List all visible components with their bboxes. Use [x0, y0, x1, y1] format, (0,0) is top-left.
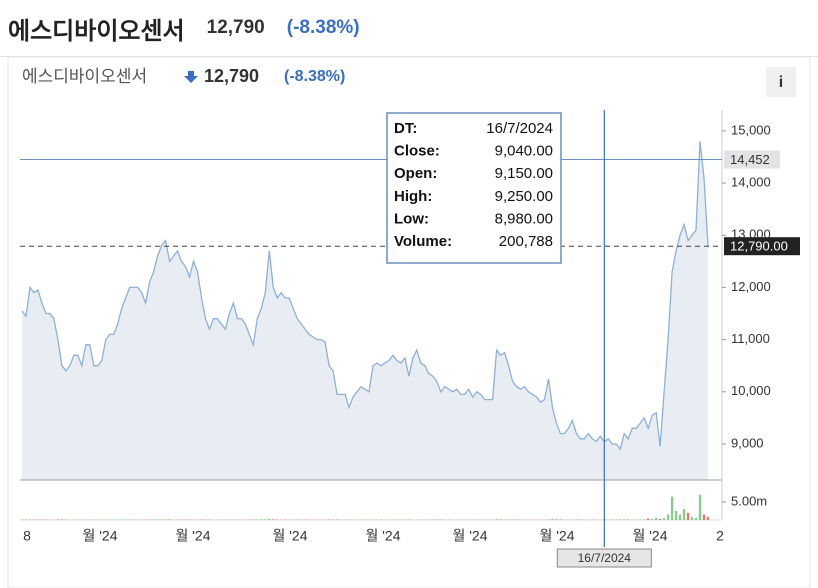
volume-bar — [164, 519, 167, 520]
volume-bar — [60, 519, 64, 520]
volume-bar — [256, 519, 259, 520]
tooltip-value: 8,980.00 — [495, 210, 553, 227]
stock-name: 에스디바이오센서 — [8, 16, 185, 45]
volume-bar — [120, 519, 123, 520]
price-area — [22, 141, 708, 481]
volume-bar — [678, 514, 682, 520]
volume-bar — [268, 518, 271, 520]
volume-bar — [698, 494, 702, 520]
x-tick-label: 8 — [23, 528, 31, 544]
tooltip-label: Volume: — [394, 233, 452, 250]
volume-bar — [702, 514, 706, 520]
chart: 에스디바이오센서 12,790 (-8.38%) i Investing.com… — [7, 57, 811, 588]
volume-bar — [670, 496, 674, 520]
volume-bar — [276, 519, 279, 520]
price: 12,790 — [206, 17, 265, 38]
x-tick-label: 월 '24 — [82, 528, 117, 544]
volume-bar — [662, 518, 666, 520]
y2-tick-label: 5.00m — [731, 493, 767, 508]
volume-bar — [168, 519, 171, 520]
info-icon[interactable]: i — [779, 74, 783, 91]
y-tick-label: 11,000 — [731, 331, 770, 346]
volume-bar — [547, 519, 550, 520]
x-tick-label: 월 '24 — [452, 528, 487, 544]
tooltip-label: Low: — [394, 210, 429, 227]
volume-bar — [642, 519, 646, 520]
y-tick-label: 15,000 — [731, 122, 771, 137]
volume-bar — [650, 518, 654, 520]
y-tick-label: 14,000 — [731, 174, 771, 189]
volume-bar — [674, 510, 678, 520]
reference-label: 14,452 — [730, 152, 770, 167]
info-button[interactable] — [766, 67, 796, 97]
volume-bar — [686, 512, 690, 520]
tooltip-value: 9,250.00 — [495, 188, 553, 205]
volume-bar — [128, 519, 131, 520]
x-tick-label: 2 — [716, 528, 724, 544]
tooltip-label: Open: — [394, 165, 437, 182]
tooltip-value: 200,788 — [499, 233, 553, 250]
volume-bar — [559, 519, 562, 520]
x-tick-label: 월 '24 — [365, 528, 400, 544]
volume-bar — [56, 519, 60, 520]
y-tick-label: 9,000 — [731, 435, 764, 450]
x-tick-label: 월 '24 — [632, 528, 667, 544]
volume-bar — [654, 517, 658, 520]
x-tick-label: 월 '24 — [175, 528, 210, 544]
volume-bar — [20, 519, 24, 520]
tooltip-label: Close: — [394, 143, 440, 160]
crosshair-date: 16/7/2024 — [578, 551, 632, 565]
volume-bar — [260, 519, 263, 520]
volume-bar — [682, 509, 686, 520]
price-line — [21, 141, 709, 451]
volume-bar — [638, 519, 642, 520]
chart-stock-name: 에스디바이오센서 — [22, 67, 147, 87]
volume-bar — [495, 519, 498, 520]
volume-bar — [627, 519, 630, 520]
volume-bar — [690, 517, 694, 520]
volume-bar — [666, 514, 670, 520]
y-tick-label: 12,000 — [731, 279, 771, 294]
header: 에스디바이오센서 12,790 (-8.38%) — [8, 10, 360, 46]
volume-bar — [658, 518, 662, 520]
volume-bar — [264, 519, 267, 520]
crosshair-date-box — [556, 548, 652, 568]
y-tick-label: 10,000 — [731, 383, 771, 398]
tooltip-box — [386, 112, 562, 264]
change: (-8.38%) — [286, 17, 360, 38]
volume-bar — [706, 516, 710, 520]
tooltip-value: 9,040.00 — [495, 143, 553, 160]
reference-label: 12,790.00 — [730, 239, 788, 254]
x-tick-label: 월 '24 — [272, 528, 307, 544]
tooltip-label: DT: — [394, 120, 417, 137]
volume-bar — [152, 519, 155, 520]
volume-bar — [646, 518, 650, 520]
volume-bar — [160, 519, 163, 520]
tooltip-label: High: — [394, 188, 432, 205]
volume-bar — [156, 519, 159, 520]
chart-price: 12,790 — [204, 66, 259, 86]
reference-label-box — [724, 237, 800, 256]
volume-bar — [148, 519, 151, 520]
x-tick-label: 월 '24 — [539, 528, 574, 544]
volume-bar — [551, 519, 554, 520]
volume-bar — [623, 519, 626, 520]
volume-bar — [499, 519, 502, 520]
down-arrow — [184, 71, 198, 83]
tooltip-value: 16/7/2024 — [486, 120, 553, 137]
volume-bar — [272, 519, 275, 520]
volume-bar — [694, 517, 698, 520]
volume-bar — [555, 519, 558, 520]
tooltip-value: 9,150.00 — [495, 165, 553, 182]
chart-change: (-8.38%) — [284, 68, 345, 85]
reference-label-box — [724, 150, 780, 169]
